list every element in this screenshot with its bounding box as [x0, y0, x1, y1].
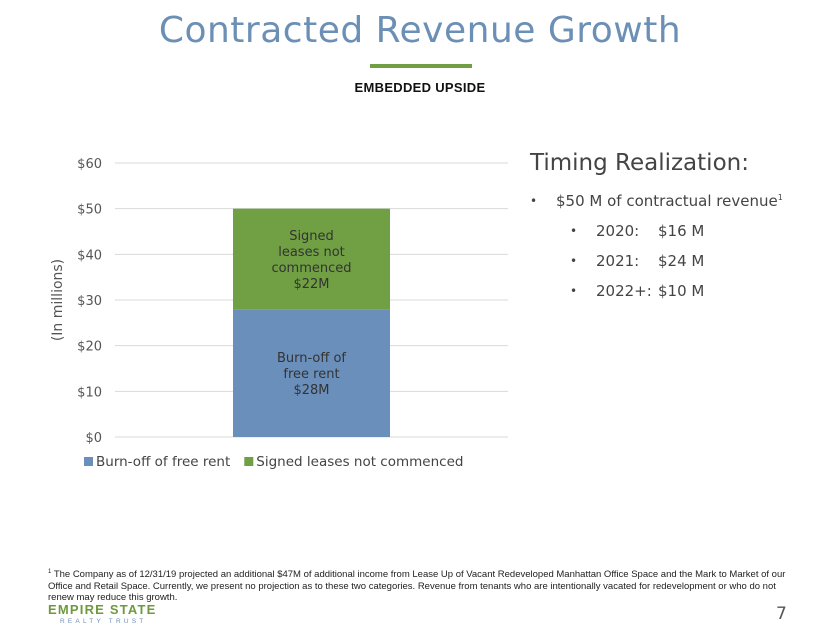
timing-item-value: $10 M [658, 282, 705, 300]
bar-data-label: Signed [289, 229, 334, 244]
legend-label: Signed leases not commenced [256, 454, 463, 470]
timing-item-year: 2020: [596, 222, 640, 240]
bar-data-label: $28M [293, 383, 329, 398]
main-bullet-text: $50 M of contractual revenue [556, 192, 778, 210]
timing-item-year: 2021: [596, 252, 640, 270]
footnote-marker: 1 [777, 193, 783, 202]
timing-item-value: $16 M [658, 222, 705, 240]
y-tick-label: $50 [77, 203, 102, 218]
company-logo: EMPIRE STATE [48, 602, 157, 617]
y-tick-label: $40 [77, 248, 102, 263]
y-tick-label: $0 [85, 431, 102, 446]
timing-item-year: 2022+: [596, 282, 652, 300]
y-tick-label: $30 [77, 294, 102, 309]
page-title: Contracted Revenue Growth [158, 10, 682, 51]
legend-swatch [244, 457, 254, 466]
timing-main-text: $50 M of contractual revenue1 [556, 192, 783, 210]
title-underline [370, 64, 472, 68]
bar-data-label: $22M [293, 277, 329, 292]
bullet-dot: • [530, 194, 538, 208]
footnote-sup: 1 [48, 569, 52, 575]
page-number: 7 [776, 604, 787, 624]
stacked-bar-chart: $0 $10 $20 $30 $40 $50 $60 (In millions) Burn-of… [50, 157, 508, 470]
footnote: 1 The Company as of 12/31/19 projected a… [48, 567, 798, 604]
bar-segment [233, 208, 390, 310]
bar-data-label: leases not [278, 245, 345, 260]
y-tick-label: $10 [77, 385, 102, 400]
bar-segment [233, 309, 390, 437]
bar-data-label: commenced [271, 261, 351, 276]
bar-data-label: free rent [283, 367, 339, 382]
page-subtitle: EMBEDDED UPSIDE [354, 80, 486, 95]
bullet-dot: • [570, 224, 578, 238]
bullet-dot: • [570, 284, 578, 298]
timing-title: Timing Realization: [530, 150, 749, 176]
timing-item-value: $24 M [658, 252, 705, 270]
y-tick-label: $60 [77, 157, 102, 172]
y-axis-label: (In millions) [50, 259, 66, 341]
company-logo-tagline: REALTY TRUST [60, 618, 147, 625]
bullet-dot: • [570, 254, 578, 268]
y-tick-label: $20 [77, 340, 102, 355]
legend-swatch [84, 457, 93, 466]
footnote-text: The Company as of 12/31/19 projected an … [48, 569, 786, 604]
legend-label: Burn-off of free rent [96, 454, 230, 470]
bar-data-label: Burn-off of [277, 351, 346, 366]
